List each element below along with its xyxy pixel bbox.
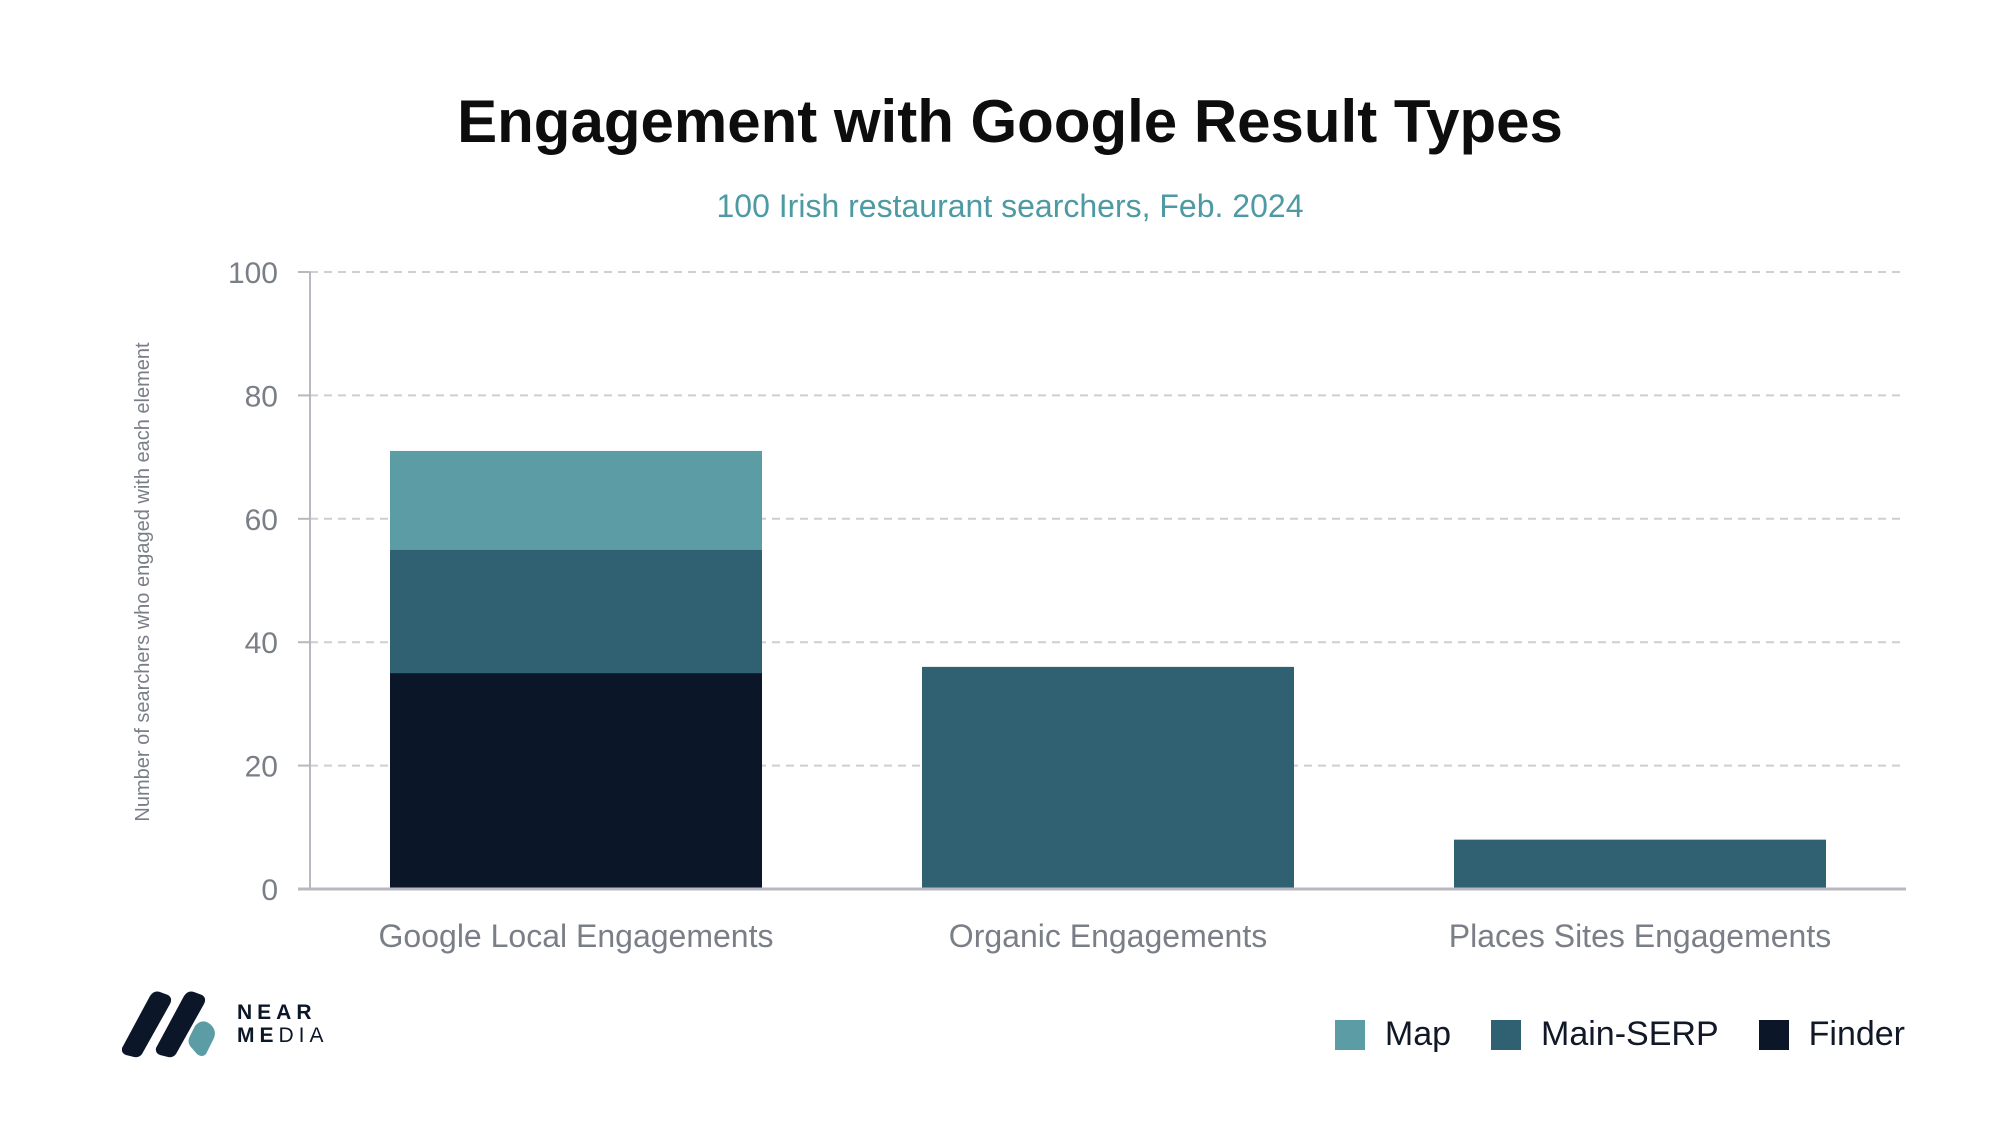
legend-item-main-serp: Main-SERP (1491, 1015, 1719, 1054)
y-tick-label: 100 (228, 257, 278, 290)
legend-swatch-finder (1758, 1019, 1789, 1050)
chart-subtitle: 100 Irish restaurant searchers, Feb. 202… (717, 188, 1304, 224)
y-axis-label: Number of searchers who engaged with eac… (132, 342, 154, 822)
bar-main-serp-3 (1454, 839, 1826, 889)
chart-title: Engagement with Google Result Types (457, 88, 1563, 155)
y-axis-ticks: 0 20 40 60 80 100 (228, 257, 278, 907)
legend-item-map: Map (1334, 1015, 1452, 1054)
legend-swatch-main-serp (1491, 1019, 1522, 1050)
y-tick-label: 60 (245, 504, 278, 537)
legend-label-main-serp: Main-SERP (1541, 1015, 1719, 1053)
bar-main-serp-2 (922, 666, 1294, 889)
legend-label-map: Map (1384, 1015, 1452, 1053)
x-category-label: Places Sites Engagements (1449, 918, 1831, 954)
x-category-label: Organic Engagements (949, 918, 1267, 954)
near-media-logo-mark (122, 991, 215, 1058)
brand-line2-light: DIA (278, 1024, 329, 1047)
legend-swatch-map (1334, 1019, 1365, 1050)
near-media-wordmark: NEAR MEDIA (237, 1001, 329, 1047)
near-media-logo: NEAR MEDIA (122, 990, 329, 1058)
y-tick-label: 0 (261, 874, 278, 907)
y-tick-label: 20 (245, 751, 278, 784)
brand-line2-bold: ME (237, 1024, 279, 1047)
y-tick-label: 80 (245, 380, 278, 413)
legend-label-finder: Finder (1808, 1015, 1905, 1053)
legend-item-finder: Finder (1758, 1015, 1905, 1054)
bar-finder-1 (390, 673, 762, 889)
chart-legend: Map Main-SERP Finder (1295, 1015, 1905, 1054)
x-axis-categories: Google Local Engagements Organic Engageme… (379, 918, 1832, 954)
y-tick-label: 40 (245, 627, 278, 660)
x-category-label: Google Local Engagements (379, 918, 774, 954)
brand-line1: NEAR (237, 1001, 317, 1024)
bar-main-serp-1 (390, 549, 762, 674)
bars (390, 450, 1826, 889)
bar-map-1 (390, 450, 762, 550)
